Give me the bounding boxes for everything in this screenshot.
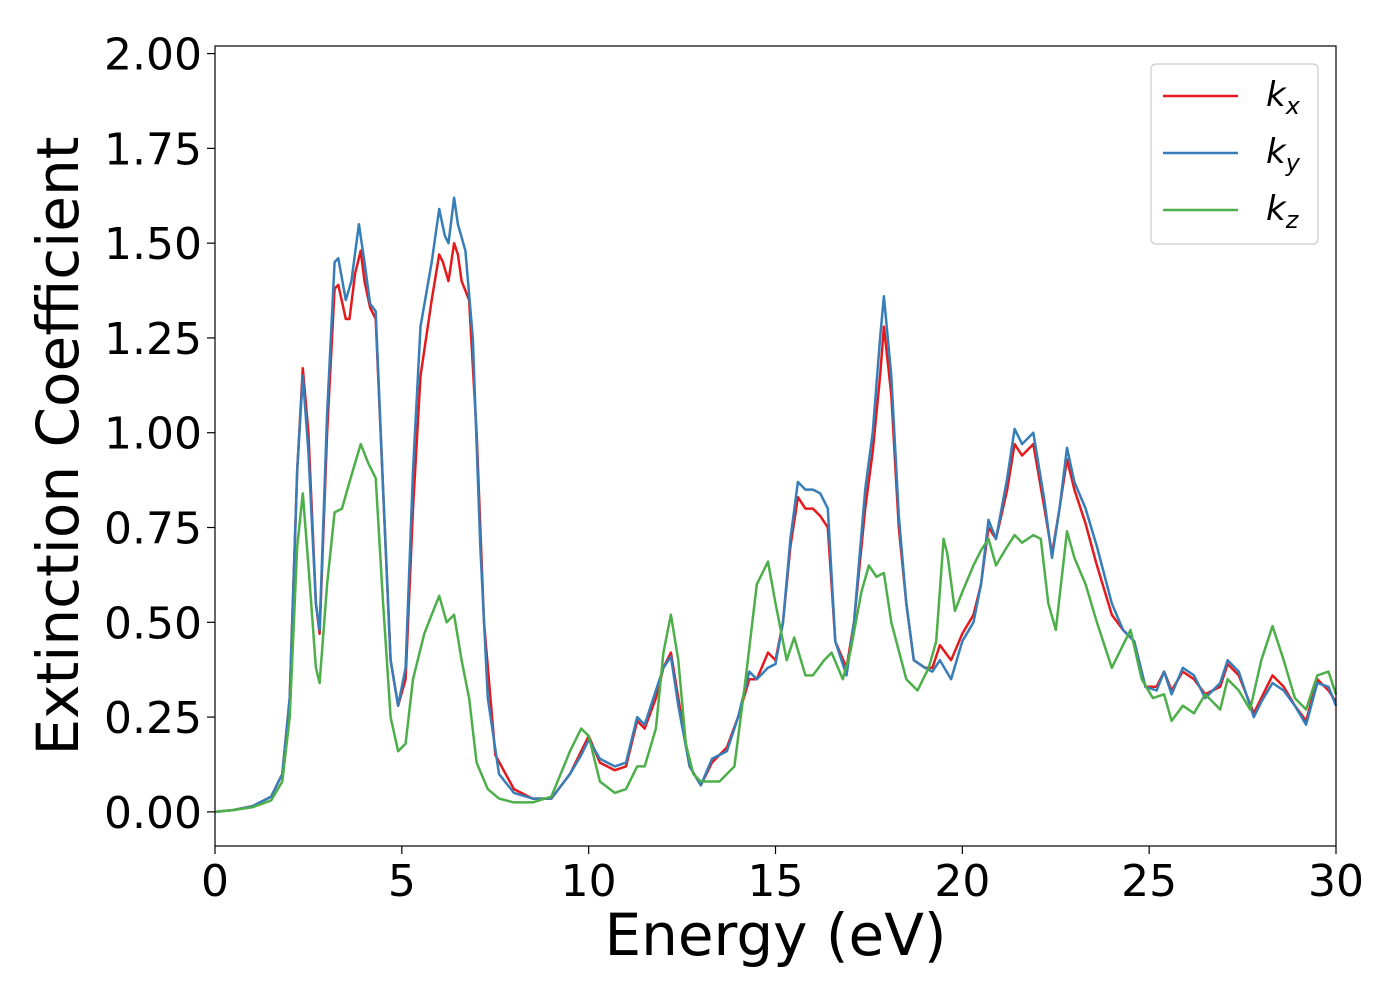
- y-tick-label: 1.75: [104, 124, 202, 175]
- x-tick-label: 0: [201, 856, 229, 907]
- y-tick-label: 0.75: [104, 504, 202, 555]
- y-tick-label: 2.00: [104, 30, 202, 81]
- series-line-kz: [214, 442, 1338, 814]
- legend-label-base: k: [1266, 132, 1287, 172]
- legend-label-subscript: z: [1285, 206, 1300, 234]
- x-tick-label: 15: [748, 856, 804, 907]
- legend-label-kz: kz: [1266, 189, 1300, 234]
- x-tick-label: 30: [1308, 856, 1364, 907]
- y-tick-label: 1.00: [104, 409, 202, 460]
- x-axis-ticks: 0 5 10 15 20 25 30: [201, 846, 1364, 907]
- series-line-ky: [214, 196, 1338, 814]
- x-axis-title: Energy (eV): [604, 901, 946, 969]
- y-tick-label: 0.00: [104, 788, 202, 839]
- legend-label-subscript: y: [1285, 149, 1301, 177]
- y-tick-label: 1.25: [104, 314, 202, 365]
- y-axis-title: Extinction Coefficient: [24, 137, 92, 756]
- y-tick-label: 0.50: [104, 598, 202, 649]
- legend-label-base: k: [1266, 75, 1287, 115]
- x-tick-label: 25: [1121, 856, 1177, 907]
- legend-label-kx: kx: [1266, 75, 1301, 120]
- x-tick-label: 20: [934, 856, 990, 907]
- y-tick-label: 1.50: [104, 219, 202, 270]
- legend-label-base: k: [1266, 189, 1287, 229]
- series-line-kx: [214, 241, 1338, 814]
- plot-lines: [214, 196, 1338, 814]
- legend-label-ky: ky: [1266, 132, 1301, 177]
- x-tick-label: 10: [561, 856, 617, 907]
- y-axis-ticks: 0.00 0.25 0.50 0.75 1.00 1.25 1.50 1.75 2.00: [104, 30, 215, 839]
- legend-label-subscript: x: [1285, 92, 1301, 120]
- x-tick-label: 5: [388, 856, 416, 907]
- y-tick-label: 0.25: [104, 693, 202, 744]
